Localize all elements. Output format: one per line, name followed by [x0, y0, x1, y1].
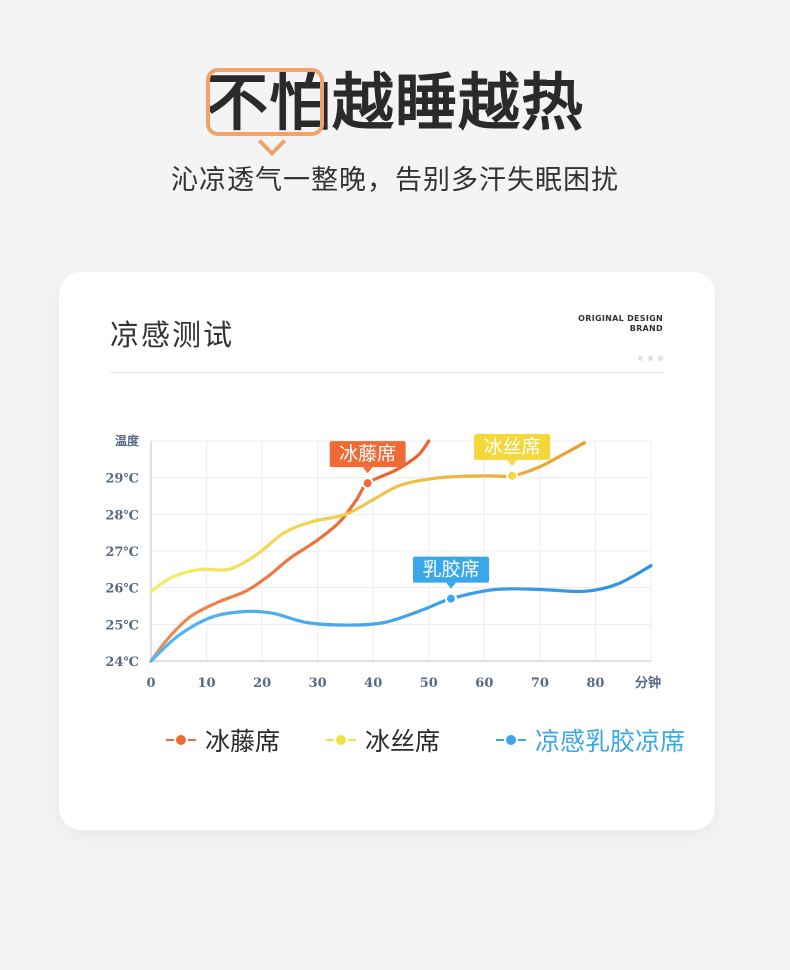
- x-tick-label: 20: [253, 676, 271, 691]
- x-tick-label: 40: [364, 676, 382, 691]
- series-line-vine: [149, 439, 431, 663]
- y-tick-label: 24℃: [105, 655, 139, 670]
- callout-label-text: 冰藤席: [339, 443, 396, 465]
- x-tick-label: 10: [198, 676, 216, 691]
- y-tick-label: 28℃: [105, 508, 139, 523]
- callout-label-text: 冰丝席: [484, 436, 541, 458]
- temperature-chart: 0 10 20 30 40 50 60 70 80 分钟24℃25℃26℃27℃28℃29℃温度冰…: [105, 433, 661, 691]
- brand-line-1: ORIGINAL DESIGN: [578, 314, 663, 323]
- legend-item: 冰丝席: [326, 722, 440, 758]
- callout-label-bg: [329, 441, 406, 468]
- chart-legend: 冰藤席 冰丝席 凉感乳胶凉席: [166, 722, 686, 762]
- dot: [658, 356, 663, 361]
- card-title: 凉感测试: [110, 318, 235, 352]
- series-line-silk: [149, 441, 586, 593]
- dot: [648, 356, 653, 361]
- x-tick-label: 50: [420, 676, 438, 691]
- legend-item: 冰藤席: [166, 722, 280, 758]
- legend-label: 冰丝席: [365, 727, 441, 756]
- x-tick-label: 30: [309, 676, 327, 691]
- x-axis-title: 分钟: [635, 675, 661, 691]
- test-card: 凉感测试 ORIGINAL DESIGN BRAND 0 10 20 30 40 50 60…: [59, 272, 715, 830]
- y-tick-label: 29℃: [105, 472, 139, 487]
- x-tick-label: 60: [475, 676, 493, 691]
- legend-marker-icon: [496, 727, 526, 753]
- callout-label-text: 乳胶席: [422, 559, 479, 581]
- legend-marker-icon: [326, 727, 356, 753]
- legend-label: 凉感乳胶凉席: [535, 727, 686, 756]
- brand-line-2: BRAND: [629, 324, 663, 333]
- dot: [638, 356, 643, 361]
- headline-area: 不怕越睡越热: [0, 62, 790, 157]
- callout-label-bg: [413, 556, 489, 583]
- x-tick-label: 0: [146, 676, 155, 691]
- legend-marker-icon: [166, 727, 196, 753]
- y-tick-label: 25℃: [105, 618, 139, 633]
- headline-text: 不怕越睡越热: [205, 66, 584, 139]
- y-tick-label: 26℃: [105, 582, 139, 597]
- x-tick-label: 80: [586, 676, 604, 691]
- divider: [110, 372, 663, 373]
- y-axis-title: 温度: [115, 433, 140, 448]
- x-tick-label: 70: [531, 676, 549, 691]
- callout-point: [506, 469, 519, 482]
- subtitle: 沁凉透气一整晚，告别多汗失眠困扰: [171, 165, 619, 196]
- callout-label-pointer: [507, 459, 518, 466]
- series-line-latex: [149, 564, 653, 663]
- headline-container: 不怕越睡越热: [205, 62, 584, 157]
- callout-point: [361, 477, 374, 490]
- callout-point: [445, 592, 457, 605]
- callout-label-bg: [474, 433, 551, 460]
- callout-label-pointer: [362, 467, 373, 474]
- legend-item: 凉感乳胶凉席: [496, 722, 685, 758]
- legend-label: 冰藤席: [205, 727, 281, 756]
- callout-label-pointer: [446, 582, 456, 589]
- y-tick-label: 27℃: [105, 545, 139, 560]
- brand-mark: ORIGINAL DESIGN BRAND: [578, 314, 663, 334]
- more-dots-icon: [638, 356, 663, 361]
